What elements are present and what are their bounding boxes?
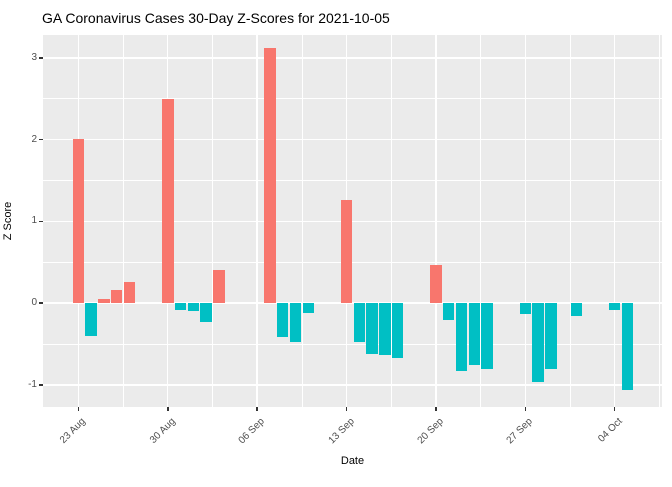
gridline-minor-horizontal [43,343,662,345]
x-axis-title: Date [340,455,365,467]
bar [187,303,200,312]
x-tick-label: 23 Aug [58,416,89,446]
x-tick-label: 04 Oct [595,416,625,445]
y-tick-mark [39,57,43,59]
bar [353,303,366,342]
bar [366,303,378,354]
y-tick-label: 2 [31,133,37,145]
x-tick-label: 27 Sep [504,416,536,447]
x-tick-mark [77,407,80,411]
bar [340,200,353,304]
bar [72,138,85,304]
gridline-major-horizontal [43,57,662,59]
gridline-major-horizontal [43,138,662,141]
gridline-minor-horizontal [43,180,662,181]
x-tick-label: 06 Sep [236,416,267,447]
bar [481,303,493,370]
bar [289,303,302,342]
bar [468,303,480,366]
x-tick-label: 13 Sep [326,416,357,447]
y-tick-mark [39,220,43,223]
gridline-major-vertical [435,35,437,407]
chart-title: GA Coronavirus Cases 30-Day Z-Scores for… [42,10,390,26]
plot-panel [43,35,662,407]
x-tick-label: 30 Aug [147,416,178,446]
bar [264,48,276,304]
x-tick-mark [345,407,348,411]
bar [174,303,187,310]
y-tick-mark [39,302,43,304]
bar [391,303,404,358]
gridline-major-vertical [524,35,527,407]
x-tick-mark [167,407,169,411]
bar [455,303,468,371]
x-tick-mark [613,407,616,411]
bar [545,303,557,369]
y-tick-label: -1 [28,378,37,390]
bar [276,303,289,337]
bar [213,270,225,304]
y-tick-mark [39,384,43,386]
bar [430,264,442,304]
y-tick-label: 1 [31,215,37,227]
y-tick-mark [39,138,43,141]
bar [379,303,391,356]
x-tick-mark [256,407,258,411]
gridline-major-horizontal [43,384,662,386]
y-tick-label: 3 [31,51,37,63]
bar [200,303,212,322]
gridline-minor-horizontal [43,98,662,100]
bar [621,303,634,390]
gridline-major-horizontal [43,220,662,223]
y-tick-label: 0 [31,297,37,309]
bar [609,303,621,310]
bar [532,303,544,383]
bar [442,303,455,321]
bar [570,303,583,317]
bar [98,299,110,304]
bar [302,303,314,313]
gridline-minor-horizontal [43,261,662,263]
bar [162,98,174,304]
gridline-major-vertical [256,35,258,407]
x-tick-mark [435,407,437,411]
bar [110,290,123,304]
bar [123,281,136,304]
y-axis-title: Z Score [2,201,14,241]
gridline-major-horizontal [43,302,662,304]
x-tick-mark [524,407,527,411]
bar [85,303,97,336]
bar [519,303,532,314]
gridline-major-vertical [614,35,616,407]
x-tick-label: 20 Sep [415,416,446,447]
